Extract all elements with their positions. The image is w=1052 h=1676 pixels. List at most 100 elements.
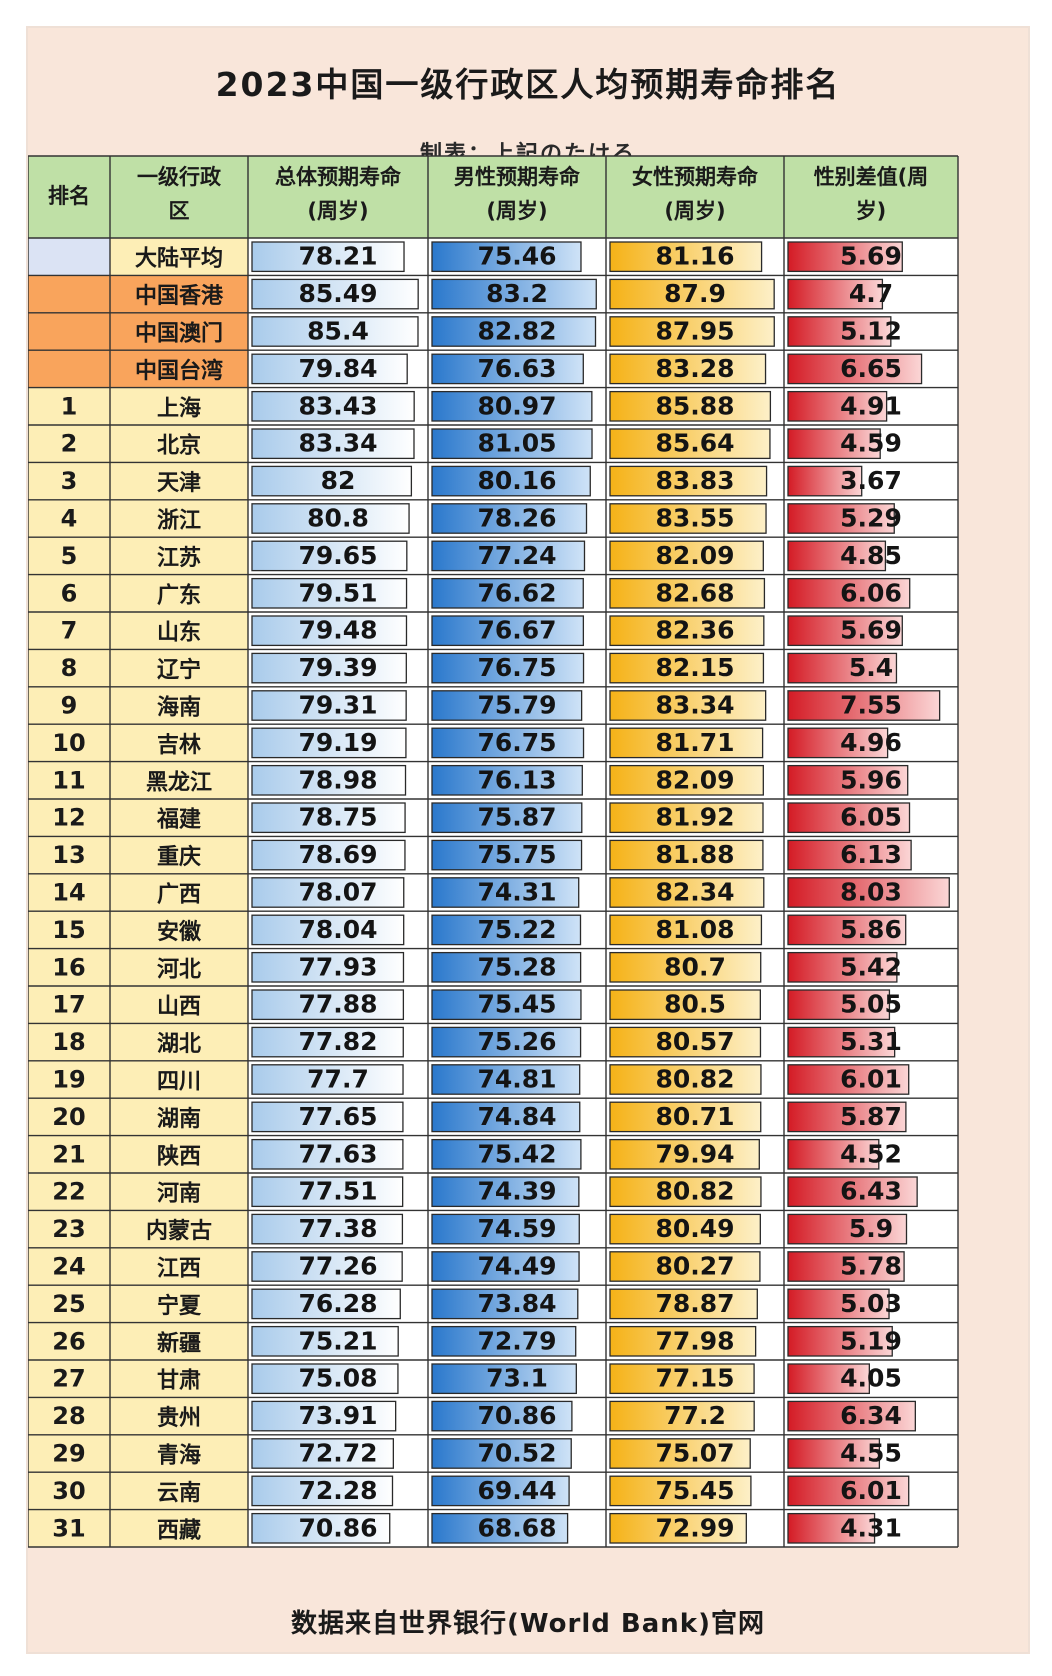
gap-value: 6.01 — [840, 1476, 902, 1505]
total-value: 72.72 — [298, 1439, 377, 1468]
male-bar — [431, 1288, 579, 1320]
rank-label: 6 — [61, 579, 78, 607]
rank-cell-bg — [28, 1434, 110, 1473]
total-bar — [251, 428, 415, 460]
total-value: 77.93 — [298, 952, 377, 981]
region-cell-bg — [110, 238, 248, 276]
total-value: 77.26 — [298, 1252, 377, 1281]
female-bar — [609, 1325, 757, 1357]
region-label: 河北 — [157, 957, 201, 982]
total-value: 79.51 — [298, 578, 377, 607]
gap-value: 5.29 — [840, 504, 902, 533]
female-value: 80.82 — [655, 1177, 734, 1206]
gap-value: 5.31 — [840, 1027, 902, 1056]
total-value: 77.88 — [298, 990, 377, 1019]
total-value: 78.07 — [298, 878, 377, 907]
male-value: 75.42 — [477, 1139, 556, 1168]
male-bar — [431, 503, 588, 534]
rank-label: 3 — [61, 467, 78, 495]
male-bar — [431, 989, 582, 1021]
male-value: 76.62 — [477, 578, 556, 607]
region-cell-bg — [110, 612, 248, 650]
rank-cell-bg — [28, 425, 110, 463]
gap-value: 6.13 — [840, 840, 902, 869]
male-bar — [431, 1064, 581, 1095]
rank-label: 14 — [52, 879, 85, 907]
male-bar — [431, 428, 593, 460]
gap-value: 5.78 — [840, 1252, 902, 1281]
gap-value: 6.34 — [840, 1401, 902, 1430]
male-bar — [431, 1101, 581, 1133]
male-value: 70.86 — [477, 1401, 556, 1430]
header-cell-4: 女性预期寿命(周岁) — [632, 165, 759, 223]
female-value: 83.55 — [655, 504, 734, 533]
rank-label: 27 — [52, 1365, 85, 1393]
female-bar — [609, 652, 765, 684]
female-bar — [609, 914, 763, 946]
female-bar — [609, 1438, 751, 1469]
female-bar — [609, 241, 763, 273]
female-value: 87.95 — [655, 317, 734, 346]
gap-bar — [787, 1176, 918, 1208]
male-bar — [431, 465, 591, 497]
region-cell-bg — [110, 1434, 248, 1473]
gap-bar — [787, 989, 891, 1021]
male-value: 83.2 — [486, 279, 548, 308]
region-cell-bg — [110, 1397, 248, 1435]
rank-cell-bg — [28, 948, 110, 986]
male-bar — [431, 1176, 580, 1208]
region-cell-bg — [110, 1060, 248, 1099]
rank-cell-bg — [28, 686, 110, 725]
region-label: 湖南 — [157, 1107, 201, 1132]
female-bar — [609, 1512, 747, 1544]
gap-bar — [787, 839, 912, 871]
gap-bar — [787, 1512, 876, 1544]
female-bar — [609, 1138, 760, 1170]
gap-value: 6.06 — [840, 578, 902, 607]
total-value: 78.69 — [298, 840, 377, 869]
male-bar — [431, 1213, 580, 1245]
female-bar — [609, 1475, 752, 1507]
region-cell-bg — [110, 686, 248, 725]
region-cell-bg — [110, 1360, 248, 1398]
male-bar — [431, 615, 585, 647]
rank-cell-bg — [28, 499, 110, 538]
total-bar — [251, 353, 408, 385]
female-value: 83.83 — [655, 466, 734, 495]
gap-bar — [787, 1064, 910, 1095]
total-value: 80.8 — [307, 504, 369, 533]
region-label: 青海 — [157, 1443, 201, 1469]
total-value: 77.51 — [298, 1177, 377, 1206]
region-label: 浙江 — [157, 509, 201, 534]
gap-bar — [787, 465, 863, 497]
total-value: 82 — [321, 466, 356, 495]
header-cell-3: 男性预期寿命(周岁) — [454, 165, 581, 223]
total-bar — [251, 540, 408, 572]
gap-bar — [787, 1363, 870, 1395]
region-label: 中国澳门 — [135, 321, 223, 347]
female-bar — [609, 1363, 755, 1395]
gap-bar — [787, 1138, 880, 1170]
gap-value: 5.9 — [849, 1214, 893, 1243]
header-cell-5: 性别差值(周岁) — [814, 165, 929, 223]
male-value: 68.68 — [477, 1513, 556, 1542]
total-value: 76.28 — [298, 1289, 377, 1318]
gap-value: 5.86 — [840, 915, 902, 944]
male-bar — [431, 1475, 570, 1507]
total-bar — [251, 615, 408, 647]
female-value: 79.94 — [655, 1139, 734, 1168]
total-value: 77.63 — [298, 1139, 377, 1168]
male-value: 74.81 — [477, 1065, 556, 1094]
male-value: 75.75 — [477, 840, 556, 869]
rank-label: 2 — [61, 430, 78, 458]
female-value: 75.45 — [655, 1476, 734, 1505]
total-bar — [251, 1138, 404, 1170]
gap-bar — [787, 577, 911, 609]
gap-value: 4.55 — [840, 1439, 902, 1468]
male-bar — [431, 764, 583, 796]
total-bar — [251, 690, 407, 721]
gap-value: 4.59 — [840, 429, 902, 458]
female-bar — [609, 764, 764, 796]
region-label: 山东 — [157, 620, 201, 646]
gap-value: 4.96 — [840, 728, 902, 757]
